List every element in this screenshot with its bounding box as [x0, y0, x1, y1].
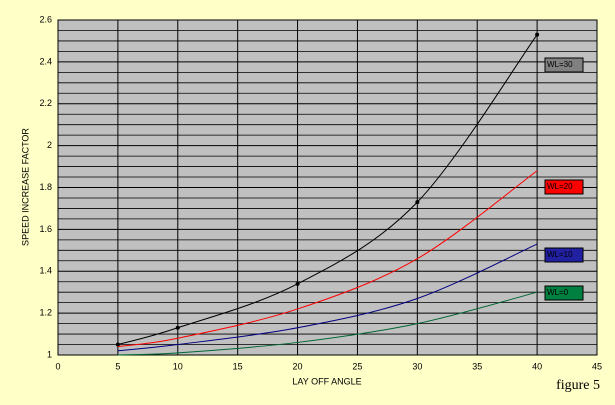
series-label: WL=0	[547, 288, 569, 297]
point	[175, 325, 180, 330]
y-tick-label: 2	[47, 140, 52, 150]
x-tick-label: 15	[233, 361, 243, 371]
series-line	[117, 243, 538, 352]
caption: figure 5	[556, 378, 600, 393]
series-label: WL=20	[547, 182, 573, 191]
y-tick-label: 2.4	[39, 56, 52, 66]
series-label-box	[544, 57, 584, 73]
series-label-box	[544, 179, 584, 195]
x-tick-label: 45	[592, 361, 602, 371]
y-tick-label: 1.6	[39, 224, 52, 234]
x-tick-label: 20	[293, 361, 303, 371]
x-axis-title: LAY OFF ANGLE	[292, 376, 361, 386]
x-tick-label: 35	[472, 361, 482, 371]
series-label-box	[544, 285, 584, 301]
y-tick-label: 1	[47, 349, 52, 359]
y-tick-label: 1.8	[39, 182, 52, 192]
x-tick-label: 40	[532, 361, 542, 371]
x-tick-label: 10	[173, 361, 183, 371]
series-label: WL=30	[547, 60, 573, 69]
series-label-box	[544, 247, 584, 263]
y-tick-label: 2.6	[39, 14, 52, 24]
point	[295, 281, 300, 286]
y-axis-title: SPEED INCREASE FACTOR	[20, 128, 30, 246]
y-tick-label: 1.2	[39, 308, 52, 318]
point	[535, 32, 540, 37]
y-tick-label: 1.4	[39, 266, 52, 276]
x-tick-label: 0	[55, 361, 60, 371]
series-line	[117, 170, 538, 348]
point	[415, 200, 420, 205]
x-tick-label: 5	[115, 361, 120, 371]
series-label: WL=10	[547, 250, 573, 259]
point	[115, 342, 120, 347]
series-line	[117, 291, 538, 356]
x-tick-label: 30	[412, 361, 422, 371]
x-tick-label: 25	[352, 361, 362, 371]
y-tick-label: 2.2	[39, 98, 52, 108]
